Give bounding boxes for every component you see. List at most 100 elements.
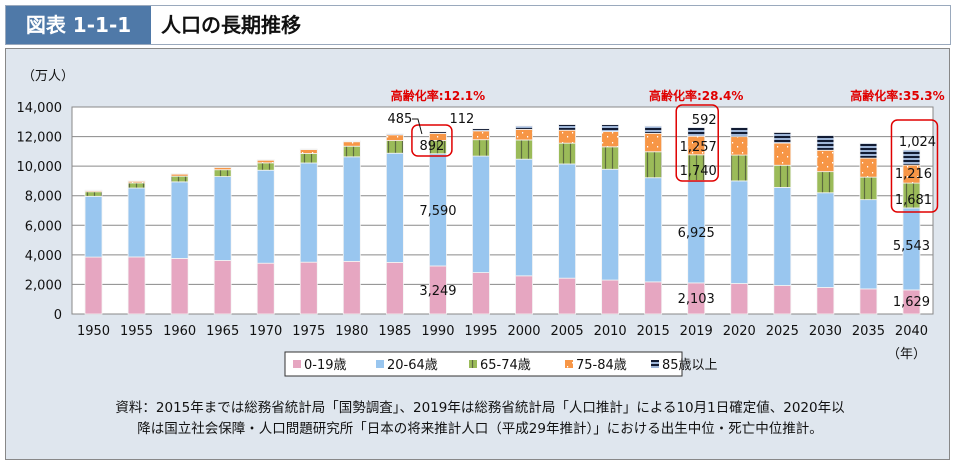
bar-segment — [385, 152, 404, 263]
aging-rate-annotation: 高齢化率:12.1% — [391, 88, 485, 103]
bar-segment — [859, 142, 878, 159]
x-tick-label: 2025 — [766, 324, 799, 339]
x-tick-label: 2015 — [637, 324, 670, 339]
bar-segment — [730, 154, 749, 182]
bar-segment — [213, 166, 232, 168]
bar-stack-1995 — [472, 128, 490, 315]
bar-segment — [342, 156, 361, 262]
y-tick-label: 6,000 — [25, 219, 62, 234]
bar-segment — [472, 139, 490, 157]
bar-segment — [342, 260, 361, 315]
bar-segment — [84, 191, 103, 197]
bar-segment — [730, 283, 749, 315]
x-tick-label: 2000 — [507, 324, 540, 339]
bar-segment — [472, 155, 490, 273]
bar-segment — [773, 285, 792, 315]
bar-stack-1985 — [385, 133, 404, 315]
y-tick-label: 0 — [54, 308, 62, 323]
data-label: 485 — [388, 112, 413, 127]
bar-segment — [773, 186, 792, 286]
bar-segment — [84, 256, 103, 315]
bar-segment — [902, 149, 921, 166]
x-tick-label: 1970 — [249, 324, 282, 339]
bar-segment — [515, 275, 533, 315]
bar-segment — [644, 177, 663, 283]
legend-label: 65-74歳 — [480, 358, 531, 373]
bar-segment — [515, 139, 533, 160]
highlight-box — [890, 119, 939, 213]
x-tick-label: 1995 — [464, 324, 497, 339]
bar-segment — [601, 146, 620, 170]
bar-segment — [472, 128, 490, 132]
legend-label: 0-19歳 — [304, 358, 347, 373]
bar-segment — [299, 149, 318, 154]
legend-swatch — [469, 360, 477, 368]
data-label: 112 — [450, 112, 475, 127]
bar-segment — [170, 175, 189, 183]
bar-stack-2035 — [859, 142, 878, 315]
bar-stack-1970 — [256, 159, 275, 315]
bar-segment — [472, 272, 490, 315]
x-tick-label: 1980 — [335, 324, 368, 339]
y-tick-label: 12,000 — [17, 131, 63, 146]
bar-segment — [342, 141, 361, 147]
bar-stack-2019 — [687, 127, 706, 315]
bar-segment — [256, 169, 275, 264]
bar-segment — [558, 163, 576, 279]
bar-segment — [644, 125, 663, 134]
highlight-box — [411, 124, 453, 157]
bar-segment — [342, 140, 361, 143]
bar-segment — [472, 130, 490, 141]
source-note: 資料：2015年までは総務省統計局「国勢調査」、2019年は総務省統計局「人口推… — [20, 398, 940, 440]
source-note-line2: 降は国立社会保障・人口問題研究所「日本の将来推計人口（平成29年推計）」における… — [137, 421, 823, 437]
x-tick-label: 2020 — [723, 324, 756, 339]
bar-segment — [127, 256, 146, 315]
bar-segment — [859, 176, 878, 201]
data-label: 1,740 — [680, 164, 717, 179]
bar-segment — [385, 134, 404, 141]
bar-segment — [127, 187, 146, 258]
bar-stack-1990 — [429, 131, 447, 315]
bar-segment — [256, 162, 275, 171]
bar-segment — [816, 135, 835, 151]
bar-segment — [342, 145, 361, 158]
bar-segment — [256, 159, 275, 161]
data-label: 3,249 — [419, 284, 456, 299]
legend-label: 20-64歳 — [387, 358, 438, 373]
bar-segment — [170, 258, 189, 315]
bar-segment — [213, 260, 232, 315]
data-label: 892 — [420, 139, 445, 154]
aging-rate-annotation: 高齢化率:35.3% — [850, 88, 944, 103]
bar-segment — [644, 151, 663, 179]
bar-segment — [687, 127, 706, 137]
bar-segment — [213, 169, 232, 177]
bar-segment — [127, 182, 146, 189]
bar-segment — [859, 288, 878, 315]
bar-stack-2005 — [558, 124, 576, 315]
bar-segment — [170, 173, 189, 175]
x-tick-label: 1985 — [378, 324, 411, 339]
bar-segment — [84, 189, 103, 192]
bar-segment — [816, 287, 835, 315]
highlight-box — [675, 104, 719, 182]
x-tick-label: 2019 — [680, 324, 713, 339]
data-label: 7,590 — [419, 204, 456, 219]
bar-segment — [558, 142, 576, 165]
bar-segment — [644, 132, 663, 153]
x-tick-label: 1990 — [421, 324, 454, 339]
bar-segment — [730, 127, 749, 138]
bar-stack-2015 — [644, 125, 663, 315]
bar-segment — [601, 131, 620, 148]
legend-swatch — [293, 360, 301, 368]
y-axis-unit: （万人） — [22, 69, 74, 84]
legend-label: 85歳以上 — [662, 358, 718, 373]
bar-segment — [730, 180, 749, 284]
legend-label: 75-84歳 — [576, 358, 627, 373]
bar-segment — [385, 262, 404, 315]
bar-segment — [170, 181, 189, 259]
bar-segment — [299, 261, 318, 315]
data-label: 1,257 — [680, 140, 717, 155]
legend — [284, 351, 683, 377]
figure-header: 図表 1-1-1 人口の長期推移 — [5, 5, 951, 45]
